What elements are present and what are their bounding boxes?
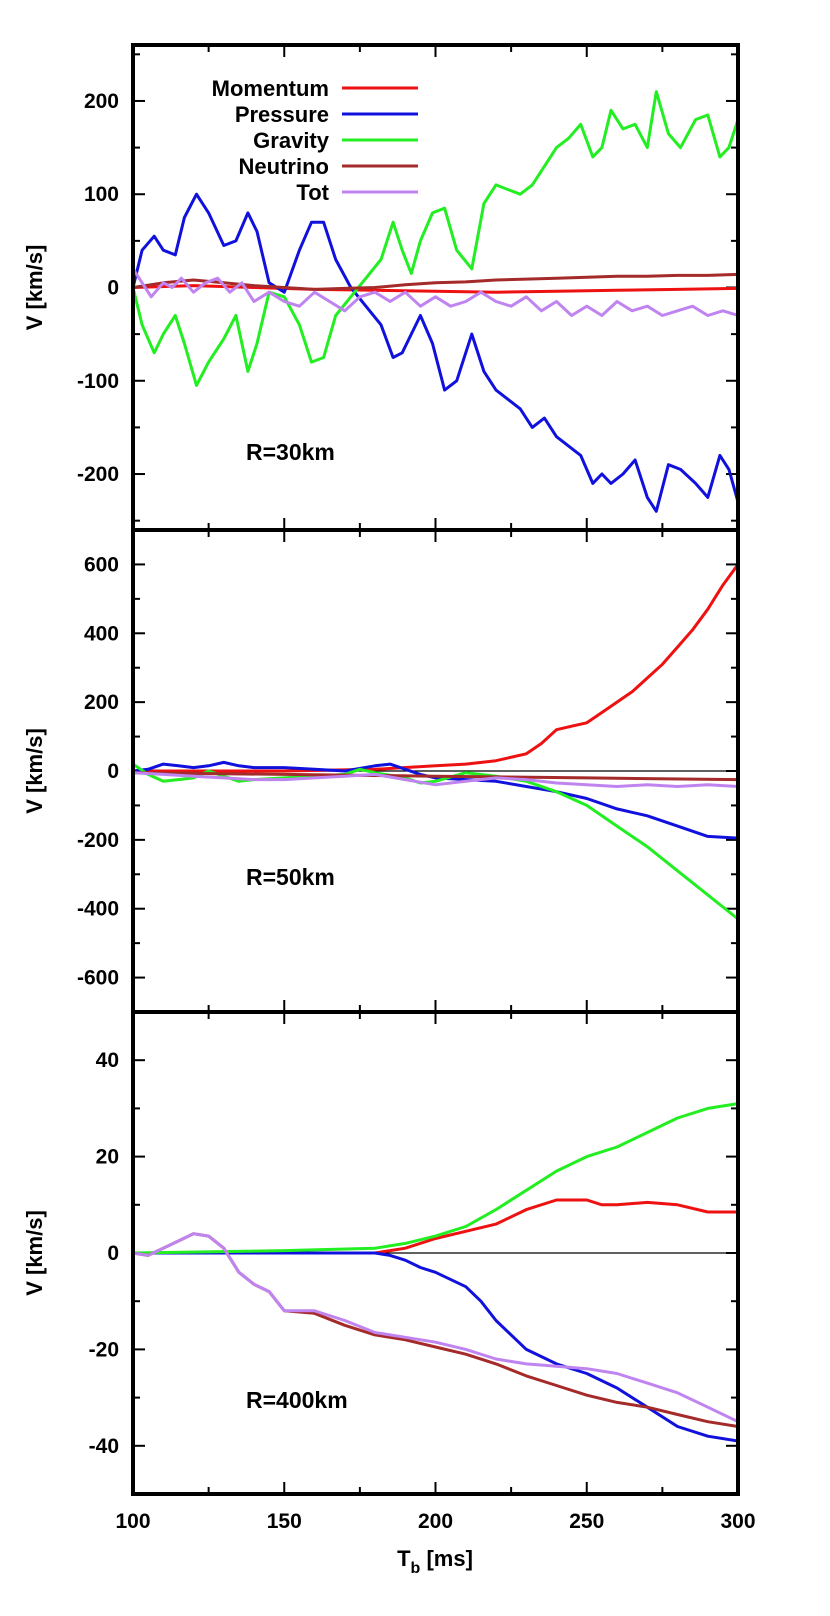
series-group bbox=[133, 562, 738, 921]
series-line-tot bbox=[133, 771, 738, 788]
y-tick-label: -200 bbox=[77, 463, 119, 486]
series-line-pressure bbox=[133, 192, 738, 513]
legend-label-momentum: Momentum bbox=[212, 76, 329, 101]
plot-frame bbox=[131, 1010, 740, 1496]
y-tick-label: 200 bbox=[84, 691, 119, 714]
y-tick-label: 400 bbox=[84, 622, 119, 645]
series-line-gravity bbox=[133, 762, 738, 921]
series-line-momentum bbox=[133, 1198, 738, 1255]
y-axis-label: V [km/s] bbox=[22, 728, 47, 814]
panel-label: R=400km bbox=[246, 1387, 348, 1413]
x-tick-label: 300 bbox=[720, 1510, 755, 1533]
x-tick-label: 250 bbox=[569, 1510, 604, 1533]
x-axis-label-unit: [ms] bbox=[420, 1546, 473, 1571]
legend-label-pressure: Pressure bbox=[235, 102, 329, 127]
series-line-tot bbox=[133, 267, 738, 317]
x-axis-label: Tb [ms] bbox=[397, 1546, 473, 1577]
y-tick-label: 0 bbox=[107, 1242, 119, 1265]
x-tick-label: 150 bbox=[267, 1510, 302, 1533]
y-tick-label: 200 bbox=[84, 90, 119, 113]
series-group bbox=[133, 1102, 738, 1443]
y-tick-label: 40 bbox=[96, 1049, 119, 1072]
y-tick-label: 20 bbox=[96, 1146, 119, 1169]
series-line-momentum bbox=[133, 284, 738, 294]
series-group bbox=[133, 90, 738, 513]
panel-3: -40 -20 0 20 40 100 150 200 250 300 V [km/s] R=400k… bbox=[22, 1010, 756, 1577]
x-axis-label-main: T bbox=[397, 1546, 411, 1571]
panel-label: R=50km bbox=[246, 864, 335, 890]
y-tick-label: 0 bbox=[107, 760, 119, 783]
panel-label: R=30km bbox=[246, 439, 335, 465]
y-tick-label: 600 bbox=[84, 553, 119, 576]
series-line-pressure bbox=[133, 1251, 738, 1443]
panel-1: -200 -100 0 100 200 V [km/s] R=30km MomentumPre… bbox=[22, 43, 740, 532]
series-line-gravity bbox=[133, 90, 738, 387]
x-axis-label-sub: b bbox=[411, 1560, 421, 1577]
y-tick-label: -400 bbox=[77, 898, 119, 921]
legend-label-tot: Tot bbox=[296, 180, 329, 205]
x-tick-label: 100 bbox=[115, 1510, 150, 1533]
y-tick-label: -200 bbox=[77, 829, 119, 852]
series-line-pressure bbox=[133, 760, 738, 840]
y-tick-label: -100 bbox=[77, 370, 119, 393]
y-axis-label: V [km/s] bbox=[22, 1210, 47, 1296]
y-tick-label: -20 bbox=[89, 1338, 119, 1361]
y-tick-label: -40 bbox=[89, 1435, 119, 1458]
series-line-neutrino bbox=[133, 1232, 738, 1428]
series-line-neutrino bbox=[133, 272, 738, 291]
series-line-tot bbox=[133, 1232, 738, 1424]
y-tick-label: -600 bbox=[77, 967, 119, 990]
series-line-neutrino bbox=[133, 771, 738, 782]
x-tick-label: 200 bbox=[418, 1510, 453, 1533]
series-line-gravity bbox=[133, 1102, 738, 1255]
series-line-momentum bbox=[133, 562, 738, 773]
y-tick-label: 0 bbox=[107, 277, 119, 300]
legend-label-neutrino: Neutrino bbox=[239, 154, 329, 179]
y-axis-label: V [km/s] bbox=[22, 245, 47, 331]
legend-label-gravity: Gravity bbox=[253, 128, 330, 153]
panel-2: -600 -400 -200 0 200 400 600 V [km/s] R=50km bbox=[22, 528, 740, 1014]
y-tick-label: 100 bbox=[84, 183, 119, 206]
